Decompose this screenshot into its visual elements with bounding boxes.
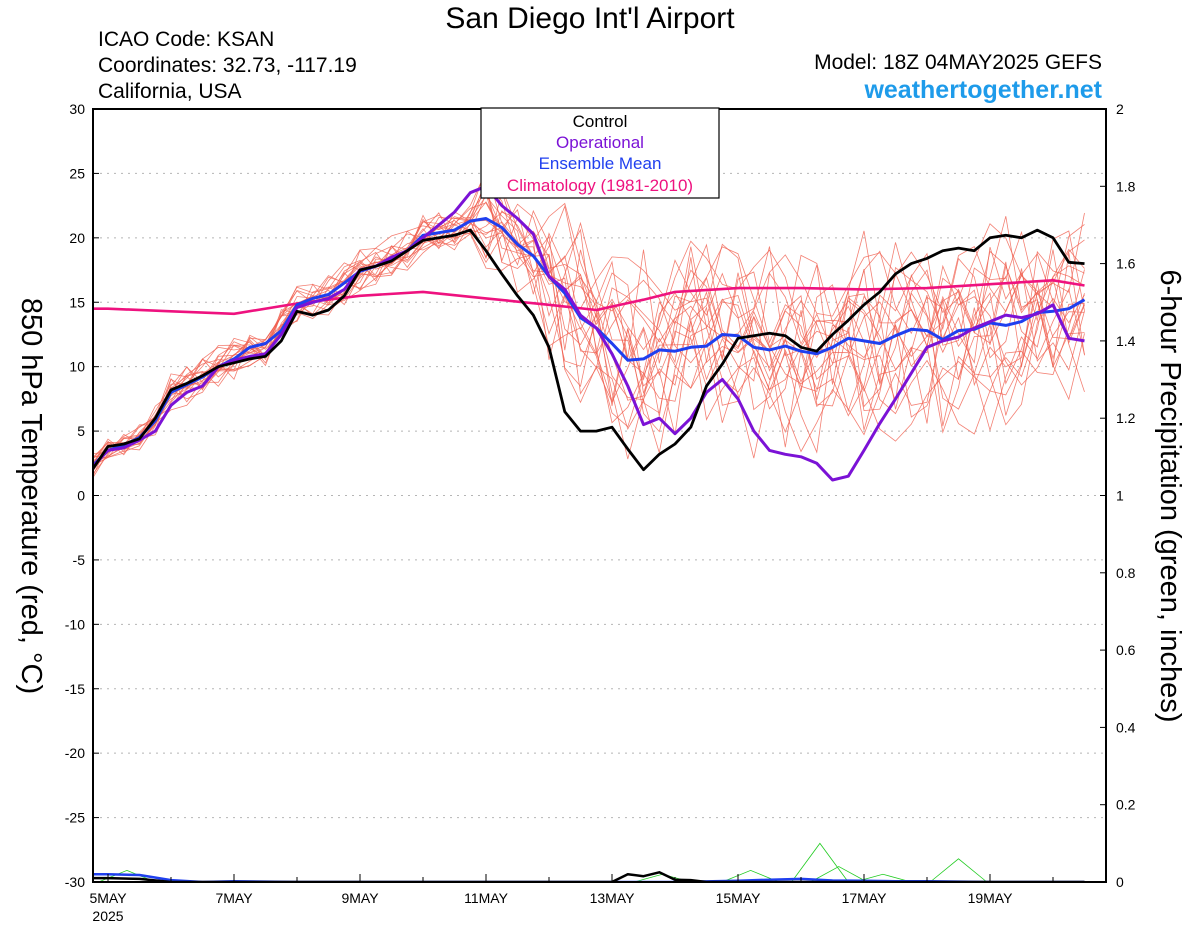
ensemble-member-line bbox=[93, 191, 1085, 460]
series-line-operational bbox=[93, 184, 1085, 482]
left-axis-title: 850 hPa Temperature (red, °C) bbox=[15, 298, 47, 694]
series-line-precip-control bbox=[93, 871, 1085, 882]
y2-tick-label: 1.4 bbox=[1116, 333, 1136, 349]
right-axis-ticks: 2 1.8 1.6 1.4 1.2 1 0.8 0.6 0.4 0.2 0 bbox=[1100, 101, 1136, 890]
y2-tick-label: 2 bbox=[1116, 101, 1124, 117]
y-tick-label: 0 bbox=[77, 488, 85, 504]
x-tick-label: 5MAY bbox=[89, 890, 127, 906]
y-tick-label: 20 bbox=[69, 230, 85, 246]
ensemble-member-line bbox=[93, 195, 1085, 455]
x-axis-ticks: 5MAY 2025 7MAY 9MAY 11MAY 13MAY 15MAY 17MAY 19MA… bbox=[89, 874, 1054, 924]
station-info: ICAO Code: KSAN Coordinates: 32.73, -117… bbox=[98, 27, 357, 105]
legend-climatology: Climatology (1981-2010) bbox=[507, 176, 693, 195]
y2-tick-label: 0 bbox=[1116, 874, 1124, 890]
coordinates: Coordinates: 32.73, -117.19 bbox=[98, 54, 357, 77]
ensemble-member-line bbox=[93, 202, 1085, 472]
y-tick-label: -15 bbox=[65, 681, 85, 697]
precip-member-line bbox=[722, 869, 780, 883]
x-tick-label: 15MAY bbox=[716, 890, 762, 906]
model-run: Model: 18Z 04MAY2025 GEFS bbox=[814, 51, 1102, 74]
y-tick-label: -30 bbox=[65, 874, 85, 890]
icao-code: ICAO Code: KSAN bbox=[98, 28, 275, 51]
ensemble-member-line bbox=[93, 189, 1085, 461]
x-tick-label: 13MAY bbox=[590, 890, 636, 906]
y-tick-label: -5 bbox=[73, 552, 86, 568]
chart-title: San Diego Int'l Airport bbox=[445, 2, 735, 35]
y-tick-label: 25 bbox=[69, 165, 85, 181]
ensemble-members bbox=[93, 168, 1085, 479]
legend-control: Control bbox=[573, 112, 628, 131]
y2-tick-label: 0.6 bbox=[1116, 642, 1136, 658]
ensemble-member-line bbox=[93, 183, 1085, 475]
y2-tick-label: 1.8 bbox=[1116, 178, 1136, 194]
precip-member-line bbox=[929, 858, 988, 883]
precip-member-line bbox=[791, 842, 849, 883]
y2-tick-label: 0.8 bbox=[1116, 565, 1136, 581]
ensemble-member-line bbox=[93, 201, 1085, 465]
x-tick-label: 7MAY bbox=[215, 890, 253, 906]
y-tick-label: 10 bbox=[69, 359, 85, 375]
legend-operational: Operational bbox=[556, 133, 644, 152]
left-axis-ticks: 30 25 20 15 10 5 0 -5 -10 -15 -20 -25 -30 bbox=[65, 101, 99, 890]
ensemble-member-line bbox=[93, 209, 1085, 469]
ensemble-member-line bbox=[93, 204, 1085, 479]
y-tick-label: -25 bbox=[65, 810, 85, 826]
y2-tick-label: 0.2 bbox=[1116, 797, 1136, 813]
x-tick-sublabel: 2025 bbox=[92, 908, 123, 924]
x-tick-label: 17MAY bbox=[842, 890, 888, 906]
x-tick-label: 11MAY bbox=[464, 890, 508, 906]
legend-box bbox=[480, 107, 720, 199]
ensemble-member-line bbox=[93, 168, 1085, 459]
y2-tick-label: 0.4 bbox=[1116, 719, 1136, 735]
y-tick-label: 5 bbox=[77, 423, 85, 439]
right-axis-title: 6-hour Precipitation (green, inches) bbox=[1154, 270, 1186, 723]
y2-tick-label: 1.2 bbox=[1116, 410, 1136, 426]
legend: Control Operational Ensemble Mean Climat… bbox=[480, 107, 720, 199]
y-tick-label: 15 bbox=[69, 294, 85, 310]
grid-lines bbox=[93, 172, 1106, 819]
site-link[interactable]: weathertogether.net bbox=[864, 76, 1102, 104]
legend-ensemble-mean: Ensemble Mean bbox=[539, 154, 662, 173]
precip-member-line bbox=[810, 866, 868, 883]
y-tick-label: -20 bbox=[65, 745, 85, 761]
x-tick-label: 19MAY bbox=[968, 890, 1014, 906]
precip-series bbox=[98, 842, 988, 883]
series-line-climo bbox=[93, 279, 1085, 316]
x-tick-label: 9MAY bbox=[341, 890, 379, 906]
y2-tick-label: 1 bbox=[1116, 488, 1124, 504]
y-tick-label: -10 bbox=[65, 616, 85, 632]
y2-tick-label: 1.6 bbox=[1116, 256, 1136, 272]
series-line-control bbox=[93, 228, 1085, 472]
y-tick-label: 30 bbox=[69, 101, 85, 117]
region: California, USA bbox=[98, 80, 242, 103]
ensemble-member-line bbox=[93, 232, 1085, 471]
